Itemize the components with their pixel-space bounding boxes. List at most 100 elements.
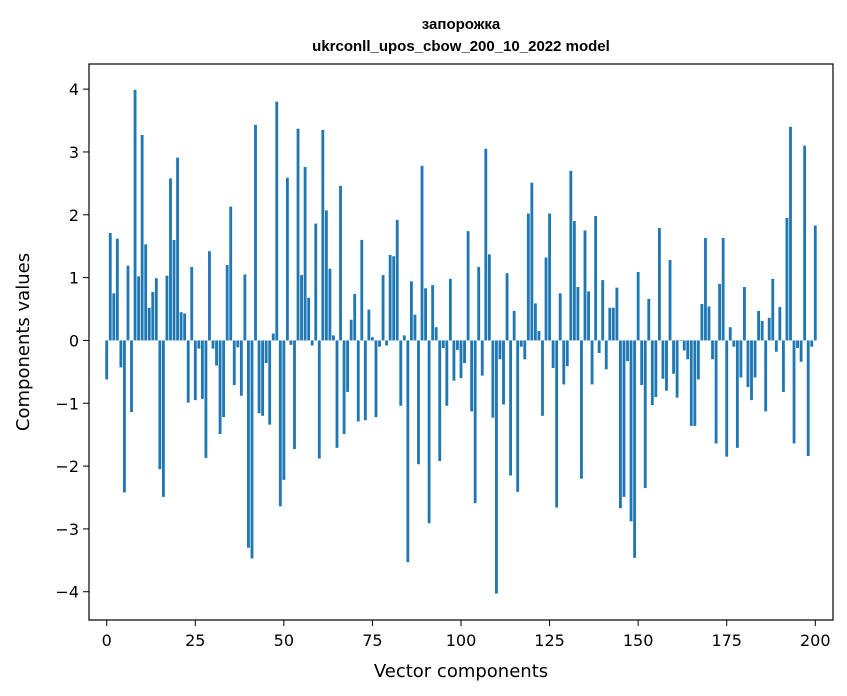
- x-tick-label: 125: [534, 631, 565, 650]
- bar-85: [406, 340, 410, 563]
- bar-23: [186, 340, 190, 403]
- bar-178: [735, 340, 739, 448]
- bar-72: [360, 239, 364, 341]
- bar-0: [105, 340, 109, 380]
- y-tick-label: 0: [69, 331, 79, 350]
- bar-76: [374, 340, 378, 418]
- bar-60: [317, 340, 321, 459]
- bar-20: [176, 157, 179, 341]
- bar-80: [388, 254, 392, 341]
- bar-92: [431, 285, 435, 341]
- bar-164: [686, 340, 690, 360]
- bar-197: [803, 145, 807, 341]
- bar-195: [796, 340, 799, 348]
- bar-15: [158, 340, 162, 470]
- bar-117: [519, 340, 523, 347]
- bar-123: [541, 340, 544, 416]
- bar-57: [307, 297, 311, 341]
- bar-87: [413, 314, 417, 341]
- plot-area-frame: [88, 63, 834, 621]
- bar-115: [512, 310, 516, 341]
- bar-64: [332, 335, 335, 341]
- bar-22: [183, 313, 187, 341]
- bar-4: [119, 340, 123, 368]
- bar-3: [115, 238, 119, 341]
- bar-44: [261, 340, 265, 416]
- bar-1: [108, 232, 112, 341]
- y-tick-label: 3: [69, 143, 79, 162]
- bar-55: [300, 275, 303, 341]
- bar-46: [268, 340, 272, 425]
- bar-66: [339, 185, 342, 341]
- bar-143: [611, 307, 615, 341]
- bar-147: [626, 340, 629, 362]
- bar-173: [718, 283, 722, 341]
- bar-82: [395, 219, 399, 341]
- y-tick-label: −4: [55, 583, 79, 602]
- y-tick-label: 2: [69, 206, 79, 225]
- bar-171: [711, 340, 714, 360]
- bar-94: [438, 340, 442, 462]
- bar-89: [420, 165, 424, 341]
- bar-132: [572, 221, 576, 341]
- bar-113: [505, 273, 509, 341]
- bar-155: [654, 340, 658, 397]
- bar-185: [760, 320, 764, 341]
- bar-86: [409, 281, 413, 341]
- bar-186: [764, 340, 768, 412]
- y-axis-label: Components values: [13, 253, 34, 431]
- bar-31: [215, 340, 218, 366]
- bar-75: [371, 337, 374, 341]
- bar-48: [275, 101, 279, 341]
- bar-12: [147, 307, 151, 341]
- bar-33: [222, 340, 226, 418]
- bar-130: [565, 340, 569, 367]
- bar-169: [704, 238, 707, 341]
- x-tick-label: 50: [274, 631, 294, 650]
- bar-126: [551, 340, 555, 369]
- bar-110: [495, 340, 498, 594]
- bar-13: [151, 292, 155, 341]
- y-tick-label: 4: [69, 80, 79, 99]
- bar-74: [367, 309, 371, 341]
- bar-17: [165, 275, 169, 341]
- bar-58: [310, 340, 314, 346]
- bar-157: [661, 340, 665, 379]
- bar-43: [257, 340, 261, 414]
- bar-67: [342, 340, 346, 435]
- bar-99: [456, 340, 459, 350]
- bar-104: [473, 340, 477, 504]
- bar-61: [321, 129, 325, 341]
- bar-183: [753, 340, 757, 378]
- bar-2: [112, 293, 116, 341]
- bar-137: [590, 340, 594, 385]
- bar-160: [672, 340, 675, 374]
- bar-120: [530, 182, 534, 341]
- bar-125: [548, 213, 551, 341]
- bar-106: [480, 340, 484, 376]
- bar-24: [190, 266, 194, 341]
- bar-162: [679, 340, 683, 342]
- bar-112: [502, 340, 505, 405]
- y-tick-label: −1: [55, 394, 79, 413]
- bar-83: [399, 340, 403, 406]
- bar-8: [133, 89, 137, 341]
- bar-172: [714, 340, 718, 444]
- bar-69: [349, 319, 353, 341]
- bar-6: [126, 265, 130, 341]
- bar-168: [700, 303, 704, 341]
- bar-152: [643, 340, 647, 489]
- bar-146: [622, 340, 626, 497]
- bar-65: [335, 340, 339, 448]
- bar-50: [282, 340, 286, 480]
- bar-190: [778, 307, 782, 341]
- x-tick-label: 175: [711, 631, 742, 650]
- bar-124: [544, 257, 548, 341]
- bar-7: [130, 340, 133, 413]
- bar-90: [424, 288, 427, 341]
- bar-167: [696, 340, 700, 380]
- bar-73: [363, 340, 367, 421]
- bar-145: [619, 340, 622, 509]
- bar-18: [169, 178, 172, 341]
- bar-189: [774, 340, 778, 352]
